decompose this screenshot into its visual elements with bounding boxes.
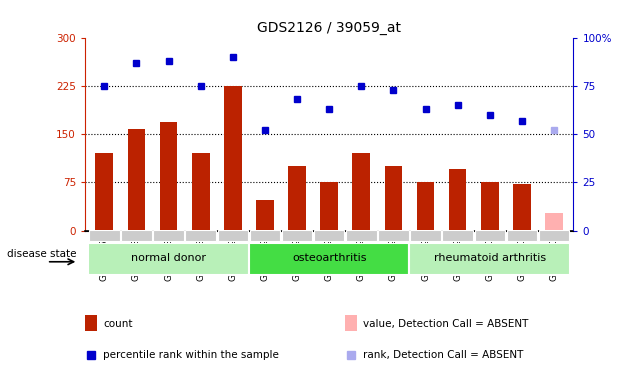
Bar <box>539 231 570 241</box>
Bar <box>249 243 410 275</box>
Bar <box>288 166 306 231</box>
Bar <box>153 231 184 241</box>
Bar <box>224 86 242 231</box>
Bar <box>282 231 312 241</box>
Bar <box>249 231 280 241</box>
Bar <box>256 200 274 231</box>
Bar <box>410 231 441 241</box>
Bar <box>346 231 377 241</box>
Bar <box>345 315 357 331</box>
Bar <box>507 231 537 241</box>
Bar <box>320 182 338 231</box>
Bar <box>314 231 345 241</box>
Bar <box>128 129 146 231</box>
Bar <box>192 153 210 231</box>
Bar <box>352 153 370 231</box>
Bar <box>89 231 120 241</box>
Bar <box>85 315 97 331</box>
Text: rank, Detection Call = ABSENT: rank, Detection Call = ABSENT <box>363 350 524 360</box>
Bar <box>185 231 216 241</box>
Bar <box>513 184 530 231</box>
Bar <box>217 231 248 241</box>
Bar <box>96 153 113 231</box>
Bar <box>410 243 570 275</box>
Text: disease state: disease state <box>7 249 76 259</box>
Bar <box>545 213 563 231</box>
Title: GDS2126 / 39059_at: GDS2126 / 39059_at <box>257 21 401 35</box>
Bar <box>474 231 505 241</box>
Text: normal donor: normal donor <box>131 254 206 264</box>
Text: value, Detection Call = ABSENT: value, Detection Call = ABSENT <box>363 319 529 329</box>
Text: percentile rank within the sample: percentile rank within the sample <box>103 350 279 360</box>
Bar <box>449 170 466 231</box>
Bar <box>481 182 498 231</box>
Text: osteoarthritis: osteoarthritis <box>292 254 367 264</box>
Bar <box>384 166 402 231</box>
Text: count: count <box>103 319 132 329</box>
Bar <box>378 231 409 241</box>
Bar <box>416 182 434 231</box>
Bar <box>442 231 473 241</box>
Text: rheumatoid arthritis: rheumatoid arthritis <box>433 254 546 264</box>
Bar <box>88 243 249 275</box>
Bar <box>121 231 152 241</box>
Bar <box>160 123 178 231</box>
